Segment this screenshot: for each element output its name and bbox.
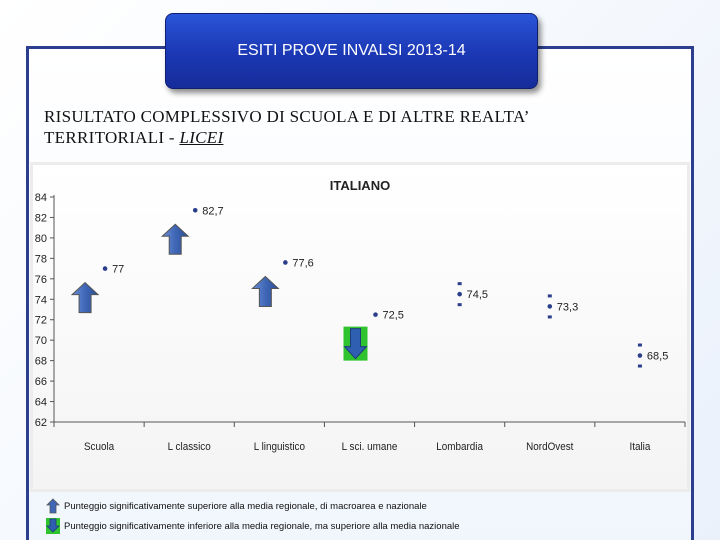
up-arrow-marker <box>70 281 100 314</box>
data-points: 77 82,7 77,6 72,5 74,5 73,3 68,5 <box>102 205 668 368</box>
x-tick-label: L linguistico <box>254 442 305 454</box>
data-point <box>283 260 288 265</box>
arrow-markers <box>70 223 368 361</box>
down-arrow-icon <box>46 518 60 534</box>
heading-line-2: TERRITORIALI - LICEI <box>44 127 684 148</box>
chart-title: ITALIANO <box>330 178 390 193</box>
x-tick-label: Lombardia <box>436 442 483 454</box>
data-label: 74,5 <box>467 289 488 301</box>
heading-line-1: RISULTATO COMPLESSIVO DI SCUOLA E DI ALT… <box>44 107 530 126</box>
y-tick-label: 76 <box>35 274 47 286</box>
data-point <box>373 312 378 317</box>
confidence-upper <box>637 343 642 347</box>
confidence-upper <box>457 282 462 286</box>
y-tick-label: 84 <box>35 192 47 204</box>
y-tick-label: 74 <box>35 294 47 306</box>
up-arrow-icon <box>46 498 60 514</box>
up-arrow-marker <box>251 275 280 307</box>
legend-up-text: Punteggio significativamente superiore a… <box>64 500 427 512</box>
title-banner: ESITI PROVE INVALSI 2013-14 <box>165 13 538 89</box>
x-tick-label: L classico <box>168 442 211 454</box>
x-axis-labels: Scuola L classico L linguistico L sci. uman… <box>53 422 686 454</box>
y-tick-label: 62 <box>35 417 47 429</box>
up-arrow-marker <box>160 223 190 255</box>
up-arrow-shape <box>70 281 100 314</box>
up-arrow-shape <box>251 275 280 307</box>
data-point <box>637 353 643 358</box>
confidence-upper <box>547 294 552 298</box>
confidence-lower <box>637 364 642 368</box>
scatter-chart: ITALIANO 62 64 66 68 70 72 74 76 78 80 82 84 Scuola… <box>30 162 690 492</box>
x-tick-label: L sci. umane <box>342 442 398 454</box>
y-tick-label: 70 <box>35 335 47 347</box>
data-label: 68,5 <box>647 351 668 363</box>
confidence-lower <box>547 315 552 319</box>
y-tick-label: 68 <box>35 356 47 368</box>
y-axis: 62 64 66 68 70 72 74 76 78 80 82 84 <box>35 192 685 429</box>
data-point <box>457 291 462 297</box>
x-tick-label: Italia <box>629 442 650 454</box>
y-tick-label: 64 <box>35 397 47 409</box>
x-tick-label: Scuola <box>84 442 114 454</box>
data-point <box>102 266 108 271</box>
down-arrow-marker <box>343 326 368 361</box>
heading-prefix: TERRITORIALI - <box>44 128 180 147</box>
confidence-lower <box>457 303 462 307</box>
y-tick-label: 78 <box>35 253 47 265</box>
heading-licei: LICEI <box>179 128 224 147</box>
data-point <box>547 304 553 309</box>
x-tick-label: NordOvest <box>526 442 573 454</box>
data-label: 73,3 <box>557 301 578 313</box>
section-heading: RISULTATO COMPLESSIVO DI SCUOLA E DI ALT… <box>44 106 684 148</box>
y-tick-label: 66 <box>35 376 47 388</box>
y-tick-label: 72 <box>35 315 47 327</box>
data-label: 82,7 <box>202 205 223 217</box>
legend-down-text: Punteggio significativamente inferiore a… <box>64 520 460 532</box>
data-label: 77 <box>112 264 124 276</box>
legend-row-down: Punteggio significativamente inferiore a… <box>46 516 686 536</box>
up-arrow-shape <box>160 223 190 255</box>
data-label: 72,5 <box>383 310 404 322</box>
legend-row-up: Punteggio significativamente superiore a… <box>46 496 686 516</box>
data-label: 77,6 <box>292 257 313 269</box>
legend: Punteggio significativamente superiore a… <box>46 496 686 536</box>
down-arrow-shape <box>343 328 368 360</box>
y-tick-label: 80 <box>35 233 47 245</box>
slide-title: ESITI PROVE INVALSI 2013-14 <box>237 42 466 59</box>
y-tick-label: 82 <box>35 212 47 224</box>
data-point <box>192 207 198 213</box>
